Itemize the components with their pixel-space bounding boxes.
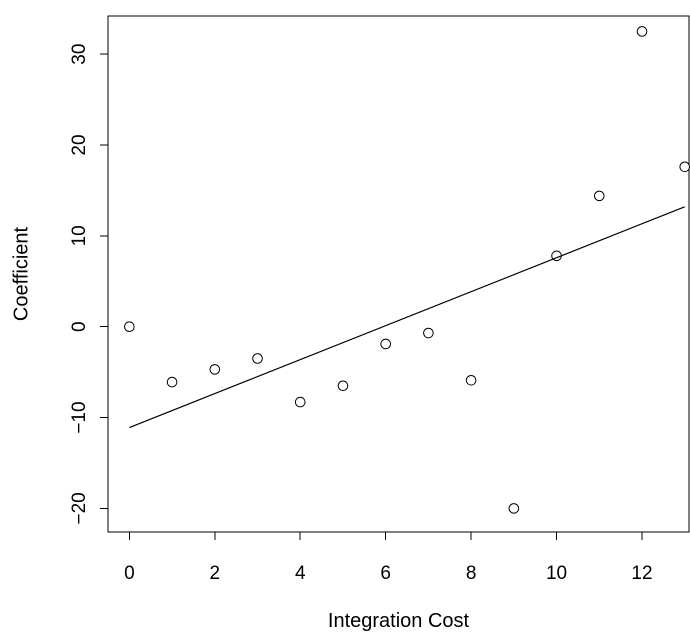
y-tick-label: 0 <box>69 321 90 332</box>
data-points <box>124 26 690 514</box>
x-axis-label: Integration Cost <box>328 610 470 632</box>
x-tick-label: 12 <box>631 563 652 584</box>
y-tick-label: 30 <box>69 44 90 65</box>
y-tick-label: 20 <box>69 134 90 155</box>
data-point <box>252 353 263 364</box>
data-point <box>593 190 605 202</box>
regression-line <box>129 206 685 429</box>
data-point <box>209 364 221 375</box>
x-tick-label: 2 <box>210 563 221 584</box>
y-tick-label: −10 <box>69 401 90 433</box>
plot-frame <box>107 15 690 533</box>
x-tick-label: 4 <box>295 563 306 584</box>
data-point <box>294 396 306 408</box>
data-point <box>166 376 178 388</box>
data-point <box>124 321 135 332</box>
y-tick-label: −20 <box>69 492 90 524</box>
y-tick-label: 10 <box>69 225 90 246</box>
x-tick-label: 8 <box>466 563 477 584</box>
y-axis: −20 −10 0 10 20 30 <box>69 44 109 524</box>
x-axis: 0 2 4 6 8 10 12 <box>124 531 653 584</box>
data-point <box>337 380 349 392</box>
y-axis-label: Coefficient <box>10 226 32 321</box>
data-point <box>423 327 434 339</box>
data-point <box>465 374 477 386</box>
x-tick-label: 6 <box>380 563 391 584</box>
x-tick-label: 0 <box>124 563 135 584</box>
x-tick-label: 10 <box>546 563 567 584</box>
data-point <box>679 161 690 173</box>
data-point <box>380 338 391 350</box>
data-point <box>508 503 520 514</box>
data-point <box>636 26 648 37</box>
